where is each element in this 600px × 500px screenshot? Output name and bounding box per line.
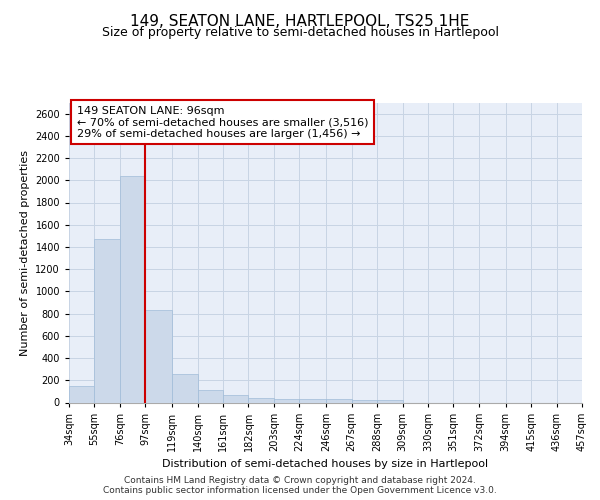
Y-axis label: Number of semi-detached properties: Number of semi-detached properties	[20, 150, 29, 356]
Bar	[223, 396, 248, 402]
Bar	[274, 398, 299, 402]
Bar	[299, 399, 326, 402]
Bar	[377, 400, 403, 402]
Text: 149 SEATON LANE: 96sqm
← 70% of semi-detached houses are smaller (3,516)
29% of : 149 SEATON LANE: 96sqm ← 70% of semi-det…	[77, 106, 368, 138]
Bar	[120, 176, 145, 402]
Bar	[326, 399, 352, 402]
Text: 149, SEATON LANE, HARTLEPOOL, TS25 1HE: 149, SEATON LANE, HARTLEPOOL, TS25 1HE	[130, 14, 470, 29]
Bar	[69, 386, 94, 402]
Bar	[172, 374, 197, 402]
Bar	[248, 398, 274, 402]
Bar	[197, 390, 223, 402]
Text: Size of property relative to semi-detached houses in Hartlepool: Size of property relative to semi-detach…	[101, 26, 499, 39]
X-axis label: Distribution of semi-detached houses by size in Hartlepool: Distribution of semi-detached houses by …	[163, 459, 488, 469]
Bar	[145, 310, 172, 402]
Bar	[94, 239, 120, 402]
Text: Contains HM Land Registry data © Crown copyright and database right 2024.
Contai: Contains HM Land Registry data © Crown c…	[103, 476, 497, 495]
Bar	[352, 400, 377, 402]
